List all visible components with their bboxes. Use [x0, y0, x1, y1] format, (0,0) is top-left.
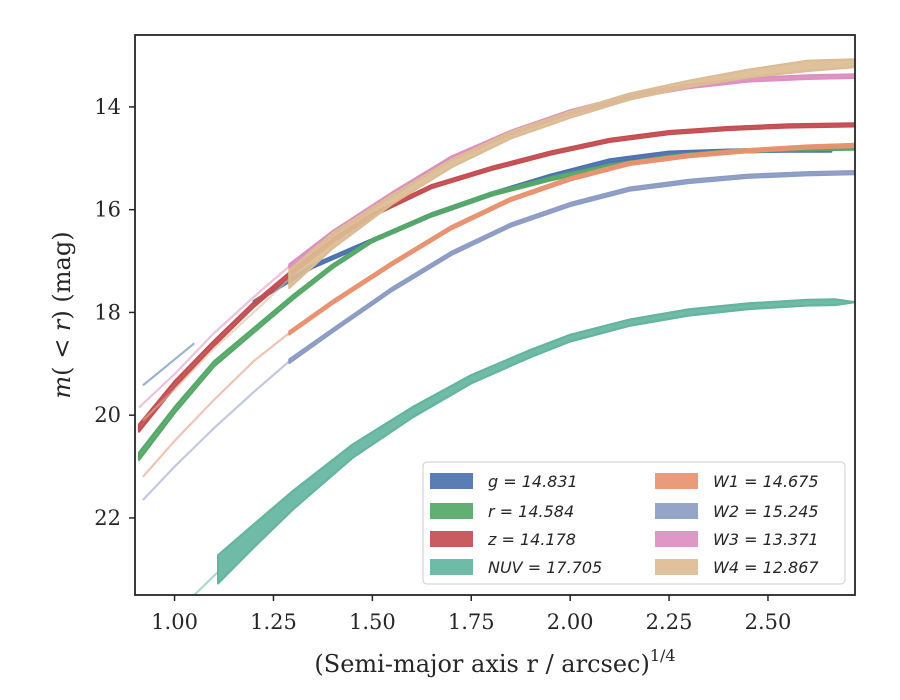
legend-swatch-nuv	[430, 559, 473, 575]
y-axis-label-r: r	[48, 318, 76, 331]
series-r-band	[137, 145, 855, 461]
legend-label-w3: W3 = 13.371	[713, 530, 819, 549]
legend-frame	[422, 461, 846, 585]
y-axis-label-close: )	[48, 310, 76, 319]
y-axis-label-lt: <	[48, 331, 76, 366]
series-w2-band	[288, 170, 855, 365]
y-tick-label: 22	[94, 506, 121, 530]
series-w4-band	[288, 58, 855, 290]
x-axis-label-exponent: 1/4	[650, 646, 676, 665]
series-r	[137, 145, 855, 461]
x-tick-label: 1.50	[349, 610, 396, 634]
series-nuv-faint-line	[192, 571, 219, 595]
legend-swatch-r	[430, 503, 473, 519]
series-g-faint-line	[142, 342, 195, 387]
y-axis-label-open: (	[48, 366, 76, 375]
x-tick-label: 1.75	[448, 610, 495, 634]
legend-label-r: r = 14.584	[488, 502, 574, 521]
y-axis-ticks: 14 16 18 20 22	[94, 95, 135, 530]
legend-label-w2: W2 = 15.245	[713, 502, 819, 521]
legend-swatch-g	[430, 473, 473, 489]
series-w1-faint-line	[142, 332, 290, 478]
x-tick-label: 2.25	[646, 610, 693, 634]
legend-swatch-w4	[655, 559, 698, 575]
series-w3-faint-line	[138, 265, 291, 409]
legend-label-w4: W4 = 12.867	[713, 558, 819, 577]
series-w2	[142, 170, 855, 501]
series-w1-band	[288, 142, 855, 336]
legend-swatch-w1	[655, 473, 698, 489]
y-tick-label: 16	[94, 198, 121, 222]
x-axis-ticks: 1.00 1.25 1.50 1.75 2.00 2.25 2.50	[151, 595, 791, 634]
series-w4	[142, 58, 855, 422]
y-axis-label-m: m	[48, 376, 76, 399]
y-tick-label: 20	[94, 403, 121, 427]
legend: g = 14.831 r = 14.584 z = 14.178 NUV = 17.7…	[422, 461, 846, 585]
legend-label-nuv: NUV = 17.705	[488, 558, 602, 577]
y-tick-label: 18	[94, 300, 121, 324]
x-axis-label: (Semi-major axis r / arcsec)1/4	[314, 646, 675, 678]
x-tick-label: 2.00	[547, 610, 594, 634]
y-axis-label: m( < r) (mag)	[48, 231, 76, 398]
legend-swatch-z	[430, 531, 473, 547]
y-tick-label: 14	[94, 95, 121, 119]
legend-label-z: z = 14.178	[487, 530, 576, 549]
series-w4-faint-line	[142, 278, 291, 422]
legend-label-g: g = 14.831	[488, 472, 578, 491]
series-nuv	[192, 298, 855, 595]
series-nuv-band	[217, 298, 855, 585]
x-tick-label: 2.50	[745, 610, 792, 634]
y-axis-label-unit: (mag)	[48, 231, 76, 310]
x-tick-label: 1.25	[250, 610, 297, 634]
x-axis-label-text: (Semi-major axis r / arcsec)	[314, 650, 649, 678]
series-layer	[137, 58, 855, 595]
plot-frame	[134, 34, 856, 596]
legend-label-w1: W1 = 14.675	[713, 472, 819, 491]
legend-swatch-w2	[655, 503, 698, 519]
x-tick-label: 1.00	[151, 610, 198, 634]
series-w2-faint-line	[142, 360, 291, 501]
series-w1	[142, 142, 855, 478]
legend-swatch-w3	[655, 531, 698, 547]
